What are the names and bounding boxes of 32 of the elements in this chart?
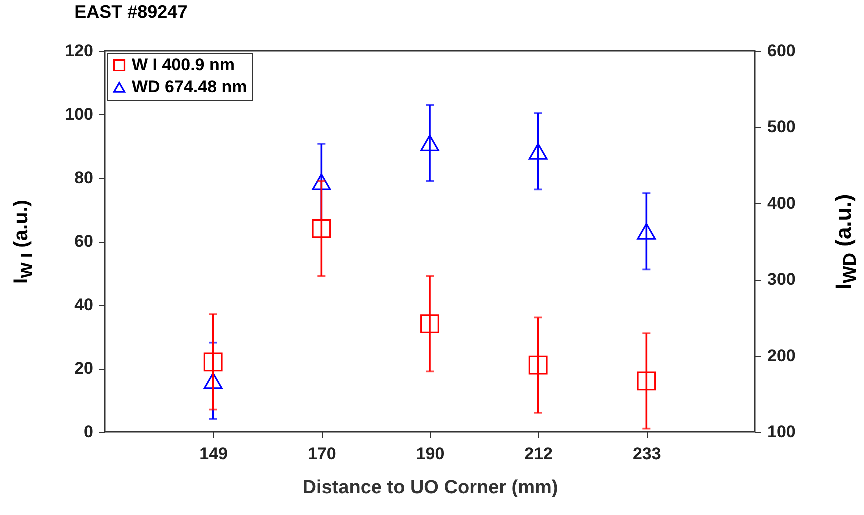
- y2-tick-label: 200: [768, 346, 796, 366]
- y-tick-label: 40: [74, 296, 94, 314]
- x-tick-label: 233: [632, 444, 662, 464]
- point: [312, 219, 332, 238]
- y2-tick-label: 500: [768, 118, 796, 137]
- y-tick-label: 100: [65, 105, 94, 124]
- y-tick-label: 80: [74, 168, 94, 188]
- point: [528, 143, 548, 160]
- y-tick-label: 120: [65, 42, 94, 60]
- legend-label: WD 674.48 nm: [132, 78, 248, 96]
- y-tick-label: 0: [84, 422, 94, 442]
- x-tick-label: 170: [308, 444, 336, 464]
- point: [312, 174, 332, 190]
- point: [204, 372, 223, 390]
- point: [420, 314, 440, 334]
- point: [637, 223, 656, 240]
- point: [420, 134, 440, 152]
- x-axis-title: Distance to UO Corner (mm): [302, 478, 558, 498]
- point: [528, 356, 548, 375]
- y-tick-label: 60: [74, 232, 94, 251]
- y-tick-label: 20: [74, 359, 94, 378]
- y2-tick-label: 400: [768, 194, 796, 213]
- legend-label: W I 400.9 nm: [132, 56, 235, 74]
- x-tick-label: 190: [416, 444, 445, 464]
- point: [637, 372, 656, 391]
- x-tick-label: 212: [524, 444, 554, 464]
- x-tick-label: 149: [200, 444, 228, 464]
- chart-title: EAST #89247: [74, 2, 188, 22]
- y2-tick-label: 300: [768, 270, 796, 290]
- y2-tick-label: 600: [768, 42, 796, 60]
- point: [204, 352, 223, 372]
- y2-tick-label: 100: [768, 422, 796, 442]
